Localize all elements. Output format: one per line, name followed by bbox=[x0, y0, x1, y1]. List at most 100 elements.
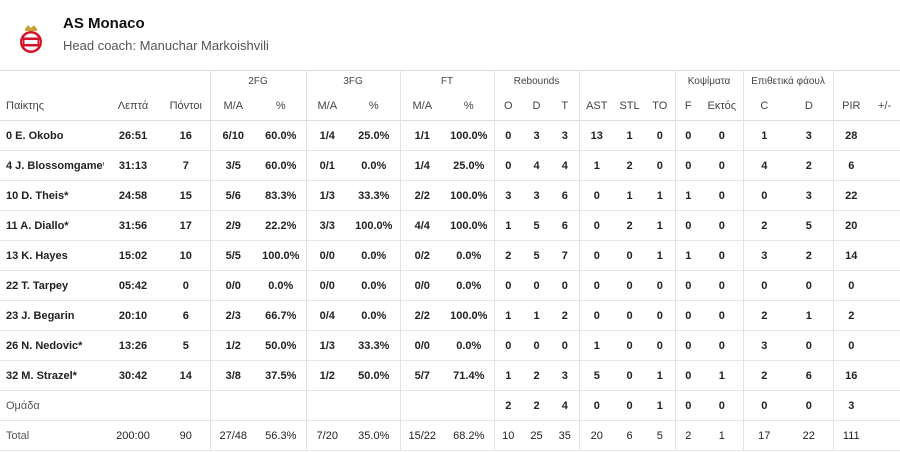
cell-plus-minus bbox=[869, 151, 900, 181]
col-foul-c[interactable]: C bbox=[742, 92, 786, 121]
cell-blk-f: 0 bbox=[674, 390, 702, 421]
col-2fg-pct[interactable]: % bbox=[275, 100, 286, 112]
cell-pir: 28 bbox=[832, 120, 870, 151]
cell-foul-c: 17 bbox=[742, 420, 786, 451]
col-foul-d[interactable]: D bbox=[804, 100, 813, 112]
cell-blk-f: 0 bbox=[674, 270, 702, 301]
team-row: Ομάδα 2 2 4 0 0 1 0 0 0 0 3 bbox=[0, 390, 900, 421]
cell-to: 0 bbox=[656, 309, 663, 322]
cell-foul-c: 3 bbox=[742, 330, 786, 361]
player-name-link[interactable]: 32 M. Strazel* bbox=[6, 369, 77, 382]
col-blk-against[interactable]: Εκτός bbox=[707, 100, 737, 112]
col-stl[interactable]: STL bbox=[619, 100, 640, 112]
col-reb-d[interactable]: D bbox=[532, 100, 541, 112]
cell-blk-against: 1 bbox=[718, 429, 725, 442]
cell-reb-o: 0 bbox=[493, 270, 523, 301]
col-3fg-pct[interactable]: % bbox=[368, 100, 379, 112]
cell-2fg-ma bbox=[209, 390, 256, 421]
cell-3fg-pct: 25.0% bbox=[358, 129, 390, 142]
cell-points: 5 bbox=[182, 339, 189, 352]
col-2fg-ma[interactable]: M/A bbox=[209, 92, 256, 121]
cell-plus-minus bbox=[869, 211, 900, 241]
cell-reb-t: 6 bbox=[561, 219, 568, 232]
player-name-link[interactable]: 23 J. Begarin bbox=[6, 309, 75, 322]
col-ft-ma[interactable]: M/A bbox=[399, 92, 445, 121]
cell-pir: 3 bbox=[832, 390, 870, 421]
cell-ft-ma: 4/4 bbox=[399, 210, 445, 241]
player-name-link[interactable]: 13 K. Hayes bbox=[6, 249, 68, 262]
cell-foul-d: 1 bbox=[805, 309, 812, 322]
col-ast[interactable]: AST bbox=[578, 92, 615, 121]
cell-foul-c: 2 bbox=[742, 210, 786, 241]
cell-blk-against: 0 bbox=[718, 399, 725, 412]
cell-foul-c: 1 bbox=[742, 120, 786, 151]
cell-plus-minus bbox=[869, 271, 900, 301]
cell-reb-d: 0 bbox=[533, 339, 540, 352]
col-pir[interactable]: PIR bbox=[832, 92, 870, 121]
cell-pir: 0 bbox=[832, 270, 870, 301]
cell-stl: 0 bbox=[626, 369, 633, 382]
player-name-link[interactable]: 22 T. Tarpey bbox=[6, 279, 69, 292]
cell-stl: 0 bbox=[626, 309, 633, 322]
team-header: AS Monaco Head coach: Manuchar Markoishv… bbox=[0, 0, 900, 70]
cell-ft-pct: 0.0% bbox=[456, 249, 482, 262]
cell-foul-d: 6 bbox=[805, 369, 812, 382]
group-rebounds: Rebounds bbox=[493, 70, 580, 92]
cell-foul-d: 0 bbox=[805, 399, 812, 412]
player-row: 4 J. Blossomgame* 31:13 7 3/5 60.0% 0/1 0.0% 1/… bbox=[0, 150, 900, 181]
cell-foul-c: 2 bbox=[742, 300, 786, 331]
cell-ft-ma bbox=[399, 390, 445, 421]
col-points[interactable]: Πόντοι bbox=[169, 100, 202, 112]
player-name-link[interactable]: 0 E. Okobo bbox=[6, 129, 64, 142]
player-name-link[interactable]: 11 A. Diallo* bbox=[6, 219, 69, 232]
col-player[interactable]: Παίκτης bbox=[6, 100, 45, 112]
cell-plus-minus bbox=[869, 181, 900, 211]
col-to[interactable]: TO bbox=[652, 100, 668, 112]
player-name-link[interactable]: 10 D. Theis* bbox=[6, 189, 69, 202]
cell-3fg-ma bbox=[305, 390, 349, 421]
cell-ft-ma: 0/0 bbox=[399, 330, 445, 361]
col-blk-f[interactable]: F bbox=[674, 92, 702, 121]
cell-minutes: 20:10 bbox=[118, 309, 148, 322]
cell-reb-d: 0 bbox=[533, 279, 540, 292]
cell-reb-t: 3 bbox=[561, 129, 568, 142]
col-minutes[interactable]: Λεπτά bbox=[117, 100, 149, 112]
cell-blk-f: 0 bbox=[674, 360, 702, 391]
cell-ft-pct: 100.0% bbox=[450, 189, 488, 202]
cell-points: 0 bbox=[182, 279, 189, 292]
cell-foul-d: 2 bbox=[805, 249, 812, 262]
head-coach: Head coach: Manuchar Markoishvili bbox=[63, 38, 269, 53]
col-reb-o[interactable]: O bbox=[493, 92, 523, 121]
player-name-link[interactable]: 4 J. Blossomgame* bbox=[6, 159, 104, 172]
cell-3fg-pct: 0.0% bbox=[361, 159, 387, 172]
cell-pir: 2 bbox=[832, 300, 870, 331]
cell-plus-minus bbox=[869, 121, 900, 151]
player-row: 10 D. Theis* 24:58 15 5/6 83.3% 1/3 33.3% 2/2 10… bbox=[0, 180, 900, 211]
player-name-link[interactable]: 26 N. Nedovic* bbox=[6, 339, 83, 352]
col-reb-t[interactable]: T bbox=[561, 100, 569, 112]
cell-foul-d: 3 bbox=[805, 189, 812, 202]
cell-reb-o: 0 bbox=[493, 330, 523, 361]
cell-ft-ma: 0/2 bbox=[399, 240, 445, 271]
cell-to: 0 bbox=[656, 159, 663, 172]
cell-reb-o: 3 bbox=[493, 180, 523, 211]
cell-blk-f: 1 bbox=[674, 240, 702, 271]
cell-3fg-pct: 0.0% bbox=[361, 309, 387, 322]
cell-minutes: 200:00 bbox=[116, 429, 150, 442]
cell-ft-pct: 0.0% bbox=[456, 279, 482, 292]
col-ft-pct[interactable]: % bbox=[463, 100, 474, 112]
col-3fg-ma[interactable]: M/A bbox=[305, 92, 349, 121]
cell-ast: 13 bbox=[578, 120, 615, 151]
cell-3fg-ma: 0/1 bbox=[305, 150, 349, 181]
cell-reb-d: 1 bbox=[533, 309, 540, 322]
cell-2fg-ma: 0/0 bbox=[209, 270, 256, 301]
cell-2fg-pct: 56.3% bbox=[265, 429, 297, 442]
cell-points bbox=[162, 391, 210, 421]
cell-blk-f: 2 bbox=[674, 420, 702, 451]
cell-2fg-ma: 27/48 bbox=[209, 420, 256, 451]
cell-minutes: 26:51 bbox=[118, 129, 148, 142]
cell-foul-d: 0 bbox=[805, 339, 812, 352]
col-plus-minus[interactable]: +/- bbox=[877, 100, 892, 112]
cell-plus-minus bbox=[869, 421, 900, 451]
cell-3fg-pct: 50.0% bbox=[358, 369, 390, 382]
